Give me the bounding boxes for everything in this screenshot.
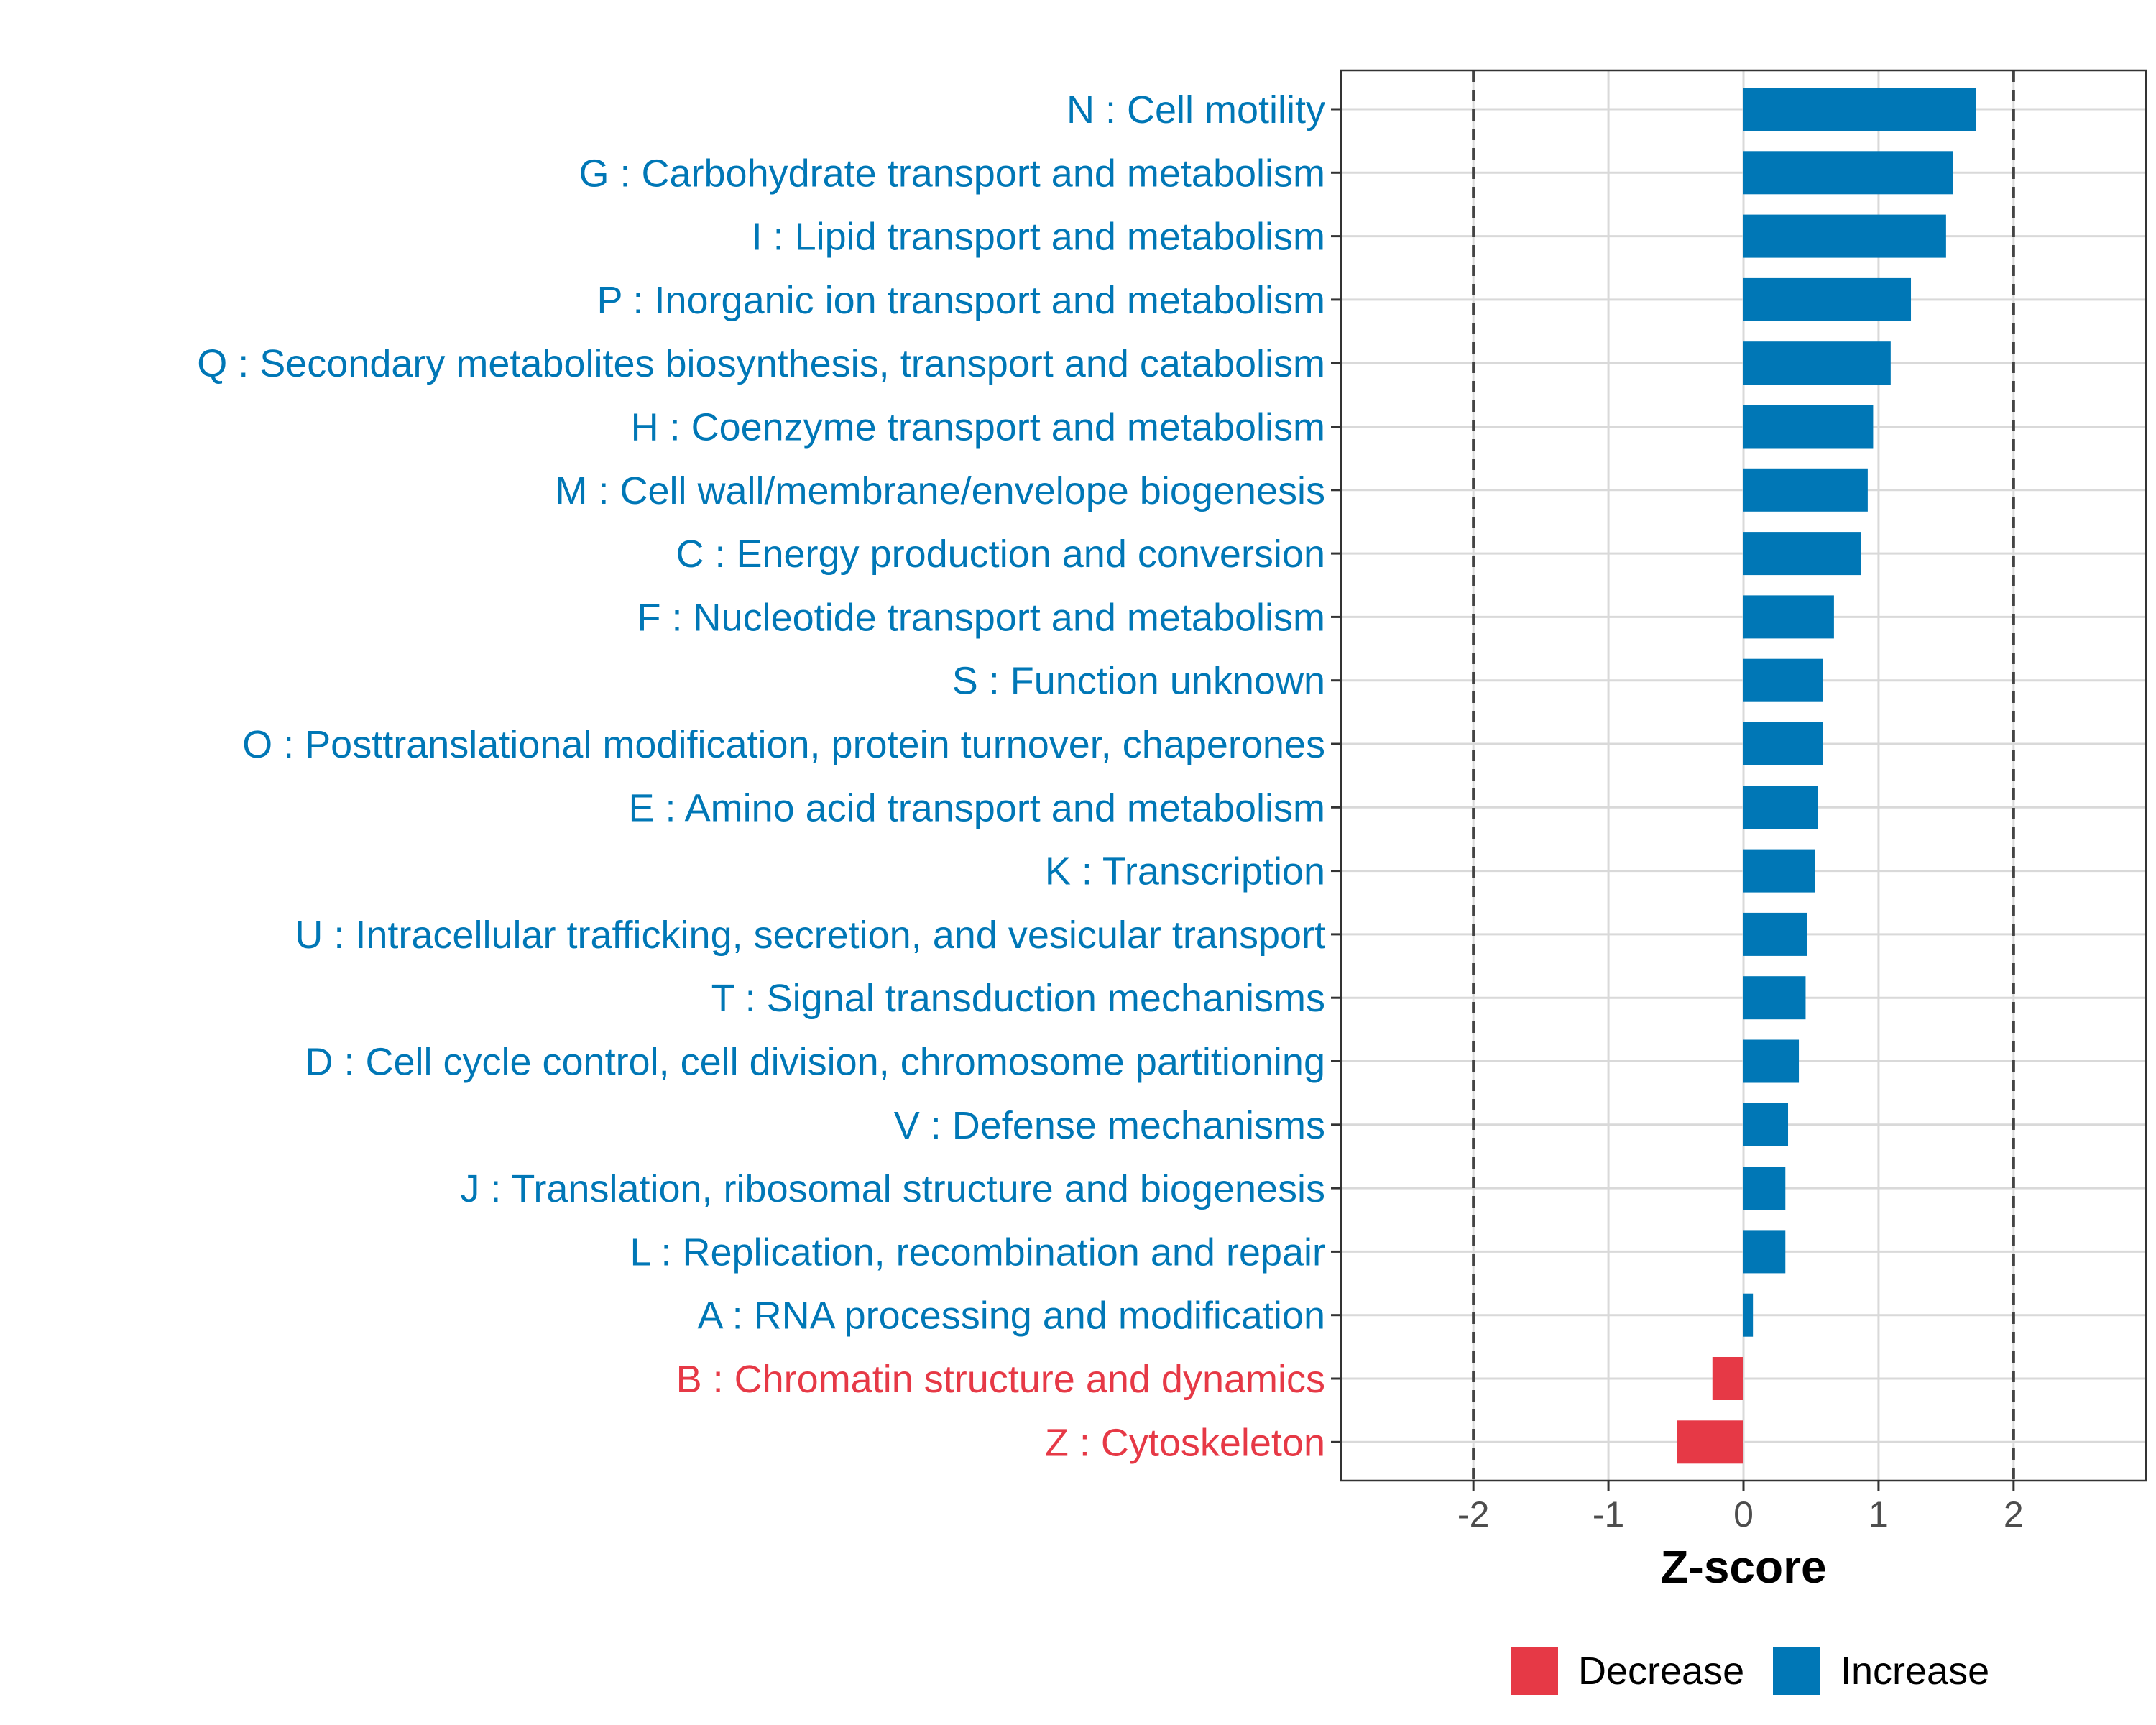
category-label: C : Energy production and conversion xyxy=(676,533,1325,576)
y-axis-ticks xyxy=(1331,108,1341,1443)
category-label: N : Cell motility xyxy=(1067,88,1325,132)
bar xyxy=(1743,341,1891,385)
category-label: O : Posttranslational modification, prot… xyxy=(242,723,1325,766)
bar xyxy=(1743,1103,1789,1146)
category-label: M : Cell wall/membrane/envelope biogenes… xyxy=(555,469,1325,512)
bar xyxy=(1743,595,1834,639)
bar xyxy=(1743,722,1823,765)
category-label: L : Replication, recombination and repai… xyxy=(630,1230,1325,1274)
legend-swatch xyxy=(1511,1647,1558,1695)
bar xyxy=(1743,532,1861,576)
category-label: D : Cell cycle control, cell division, c… xyxy=(305,1041,1325,1084)
category-label: S : Function unknown xyxy=(952,660,1325,703)
category-label: T : Signal transduction mechanisms xyxy=(711,977,1325,1020)
bar xyxy=(1743,468,1868,512)
x-tick-label: 1 xyxy=(1869,1494,1889,1535)
bar xyxy=(1743,1167,1786,1210)
bar xyxy=(1677,1420,1743,1464)
bar xyxy=(1743,88,1976,131)
bar xyxy=(1743,1293,1754,1337)
bar xyxy=(1743,786,1818,829)
category-label: K : Transcription xyxy=(1045,850,1325,893)
category-label: P : Inorganic ion transport and metaboli… xyxy=(596,279,1325,322)
x-tick-label: -2 xyxy=(1457,1494,1489,1535)
bar xyxy=(1743,1230,1786,1274)
bar xyxy=(1743,1039,1800,1083)
bar xyxy=(1743,151,1953,195)
x-tick-label: -1 xyxy=(1593,1494,1624,1535)
bar xyxy=(1743,277,1912,321)
legend: Decrease Increase xyxy=(1511,1647,1989,1695)
y-axis-labels: N : Cell motility G : Carbohydrate transp… xyxy=(197,88,1325,1464)
category-label: Q : Secondary metabolites biosynthesis, … xyxy=(197,342,1325,385)
bars xyxy=(1677,88,1976,1464)
x-tick-label: 0 xyxy=(1733,1494,1754,1535)
x-tick-label: 2 xyxy=(2004,1494,2024,1535)
category-label: H : Coenzyme transport and metabolism xyxy=(631,406,1325,449)
legend-label: Decrease xyxy=(1578,1650,1744,1693)
category-label: V : Defense mechanisms xyxy=(894,1104,1325,1147)
reference-lines xyxy=(1472,70,2015,1481)
x-axis-title: Z-score xyxy=(1660,1541,1826,1593)
category-label: G : Carbohydrate transport and metabolis… xyxy=(579,152,1326,195)
bar xyxy=(1712,1357,1743,1400)
bar xyxy=(1743,405,1874,448)
bar xyxy=(1743,912,1807,956)
bar xyxy=(1743,976,1806,1020)
category-label: J : Translation, ribosomal structure and… xyxy=(460,1167,1325,1210)
category-label: I : Lipid transport and metabolism xyxy=(752,216,1325,259)
x-axis-tick-labels: -2 -1 0 1 2 xyxy=(1457,1494,2024,1535)
bar xyxy=(1743,658,1823,702)
category-label: U : Intracellular trafficking, secretion… xyxy=(295,914,1325,957)
category-label: E : Amino acid transport and metabolism xyxy=(629,786,1325,829)
legend-swatch xyxy=(1773,1647,1820,1695)
category-label: F : Nucleotide transport and metabolism xyxy=(637,596,1325,639)
bar xyxy=(1743,214,1946,258)
category-label: B : Chromatin structure and dynamics xyxy=(676,1358,1325,1401)
bar xyxy=(1743,849,1815,893)
category-label: Z : Cytoskeleton xyxy=(1045,1421,1325,1464)
x-axis-ticks xyxy=(1472,1481,2015,1491)
legend-label: Increase xyxy=(1841,1650,1989,1693)
category-label: A : RNA processing and modification xyxy=(698,1294,1325,1338)
